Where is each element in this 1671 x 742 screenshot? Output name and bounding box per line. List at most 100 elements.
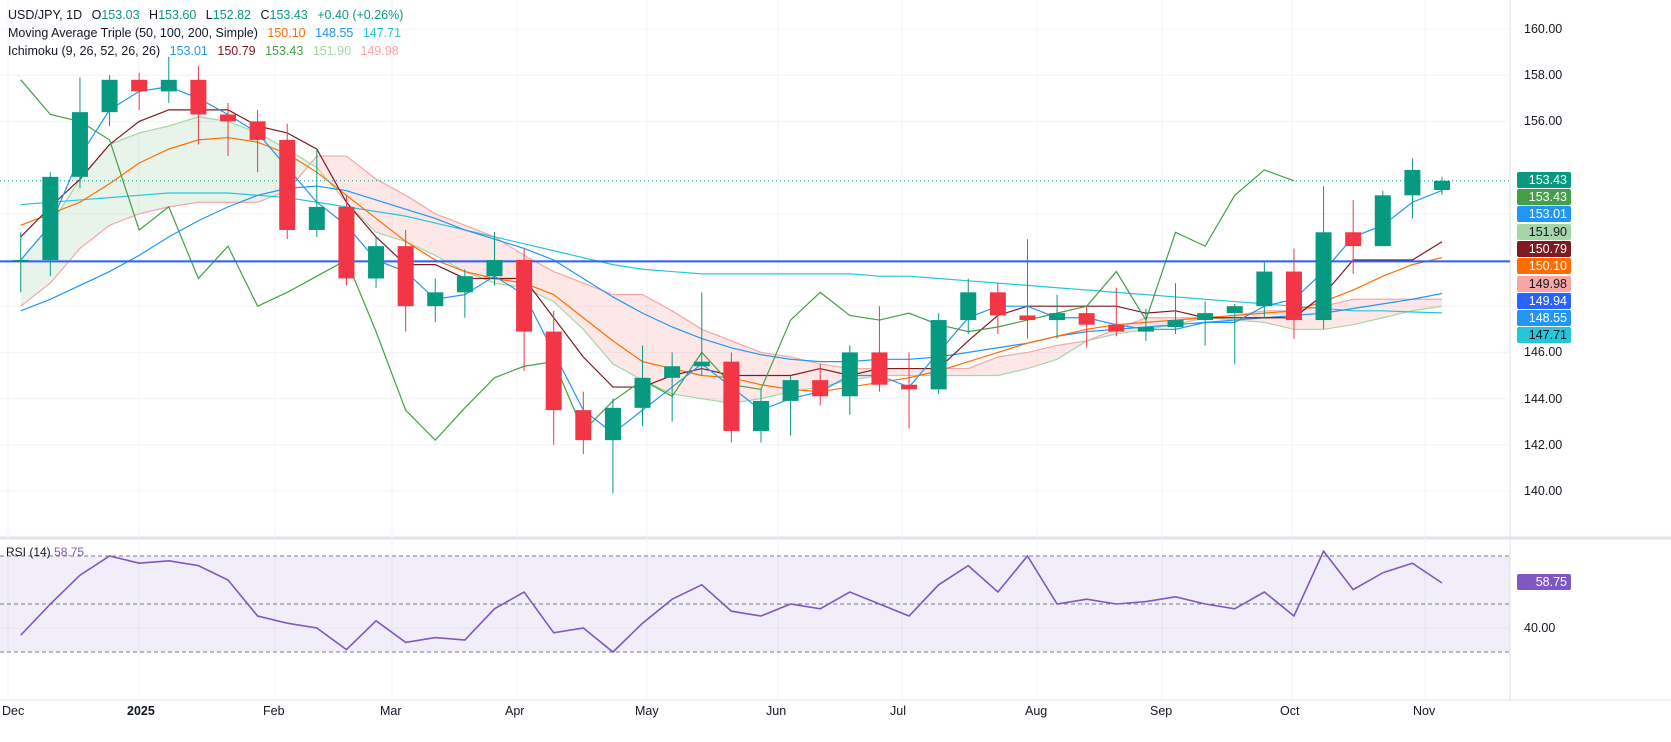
rsi-y-tick-label: 40.00	[1524, 621, 1556, 635]
candle-body	[604, 407, 621, 441]
candle-body	[1137, 326, 1154, 332]
candle-body	[1315, 232, 1332, 321]
candle	[901, 352, 918, 429]
candle	[989, 283, 1006, 334]
ohlc-open: O153.03	[92, 8, 140, 22]
candle	[131, 72, 148, 110]
candle-body	[1226, 306, 1243, 314]
candle	[71, 77, 88, 189]
y-tick-label: 140.00	[1524, 484, 1563, 498]
x-tick-label: Feb	[263, 704, 285, 718]
close-label: C	[260, 8, 270, 22]
ichimoku-cloud-segment	[1382, 299, 1413, 318]
candle-body	[1049, 313, 1066, 321]
candle-body	[1167, 320, 1184, 327]
candle-body	[1404, 169, 1421, 196]
candle	[812, 363, 829, 406]
candle-body	[841, 352, 858, 397]
candle-body	[160, 79, 177, 92]
candle	[1285, 248, 1302, 339]
candle	[604, 398, 621, 494]
candle-body	[723, 361, 740, 431]
candle	[190, 65, 207, 145]
x-tick-label: Jun	[766, 704, 787, 718]
candle	[1167, 283, 1184, 334]
ohlc-low: L152.82	[206, 8, 251, 22]
candle-body	[1285, 271, 1302, 321]
open-value: 153.03	[101, 8, 140, 22]
candle-body	[901, 384, 918, 390]
chikou-line	[20, 79, 1295, 442]
close-value: 153.43	[269, 8, 308, 22]
candle-body	[279, 139, 296, 230]
candle-body	[308, 206, 325, 230]
candle-body	[71, 112, 88, 177]
y-tick-label: 156.00	[1524, 114, 1563, 129]
x-tick-label: Mar	[380, 704, 402, 718]
high-value: 153.60	[158, 8, 197, 22]
x-tick-label: Dec	[2, 704, 25, 718]
ichimoku-cloud-segment	[583, 283, 613, 364]
high-label: H	[149, 8, 159, 22]
ma-title: Moving Average Triple (50, 100, 200, Sim…	[8, 26, 258, 40]
candle-body	[427, 292, 444, 307]
candle-body	[190, 79, 207, 115]
candle-body	[782, 380, 799, 401]
candle-body	[12, 260, 29, 261]
candle-body	[930, 320, 947, 390]
candle-body	[1108, 324, 1125, 332]
candle	[1345, 199, 1362, 274]
price-tag: 149.94	[1517, 292, 1571, 309]
candle	[575, 391, 592, 455]
rsi-value-tag: 58.75	[1517, 574, 1571, 590]
candle-body	[1019, 315, 1036, 321]
change-value: +0.40 (+0.26%)	[317, 8, 404, 22]
candle-body	[812, 380, 829, 397]
chikou-value: 153.43	[265, 44, 304, 58]
candle	[1315, 186, 1332, 330]
candle	[930, 313, 947, 394]
candle	[1434, 176, 1451, 195]
candle-body	[664, 366, 681, 378]
ichimoku-title: Ichimoku (9, 26, 52, 26, 26)	[8, 44, 161, 58]
candle	[12, 232, 29, 293]
ichimoku-cloud-segment	[168, 116, 199, 207]
price-tag: 150.10	[1517, 258, 1571, 275]
candle-body	[101, 79, 118, 113]
price-tag: 150.79	[1517, 240, 1571, 257]
ma-legend[interactable]: Moving Average Triple (50, 100, 200, Sim…	[8, 26, 407, 40]
candle-body	[871, 352, 888, 385]
open-label: O	[91, 8, 102, 22]
candle	[1226, 303, 1243, 364]
x-tick-label: May	[635, 704, 659, 718]
symbol-label: USD/JPY, 1D	[8, 8, 83, 22]
candle	[516, 248, 533, 371]
candle	[960, 278, 977, 334]
ichimoku-cloud-segment	[316, 156, 347, 203]
candle	[545, 310, 562, 445]
ichimoku-legend[interactable]: Ichimoku (9, 26, 52, 26, 26) 153.01 150.…	[8, 44, 405, 58]
x-tick-label: Apr	[505, 704, 525, 718]
low-label: L	[205, 8, 213, 22]
candle-body	[575, 410, 592, 441]
candle-body	[1434, 180, 1451, 191]
x-tick-label: Jul	[890, 704, 906, 718]
candle	[456, 269, 473, 318]
candle	[664, 352, 681, 422]
symbol-legend: USD/JPY, 1D O153.03 H153.60 L152.82 C153…	[8, 8, 409, 22]
candle	[249, 109, 266, 173]
y-tick-label: 146.00	[1524, 345, 1563, 360]
x-tick-label: Sep	[1150, 704, 1173, 718]
ichimoku-cloud-segment	[405, 195, 436, 256]
candle-body	[131, 79, 148, 92]
candle-body	[249, 121, 266, 140]
candle-body	[42, 176, 59, 260]
candle	[1374, 190, 1391, 247]
y-tick-label: 158.00	[1524, 68, 1563, 83]
rsi-legend[interactable]: RSI (14) 58.75	[6, 545, 84, 559]
ichimoku-cloud-segment	[109, 132, 140, 226]
y-tick-label: 144.00	[1524, 391, 1563, 406]
candle	[397, 229, 414, 332]
